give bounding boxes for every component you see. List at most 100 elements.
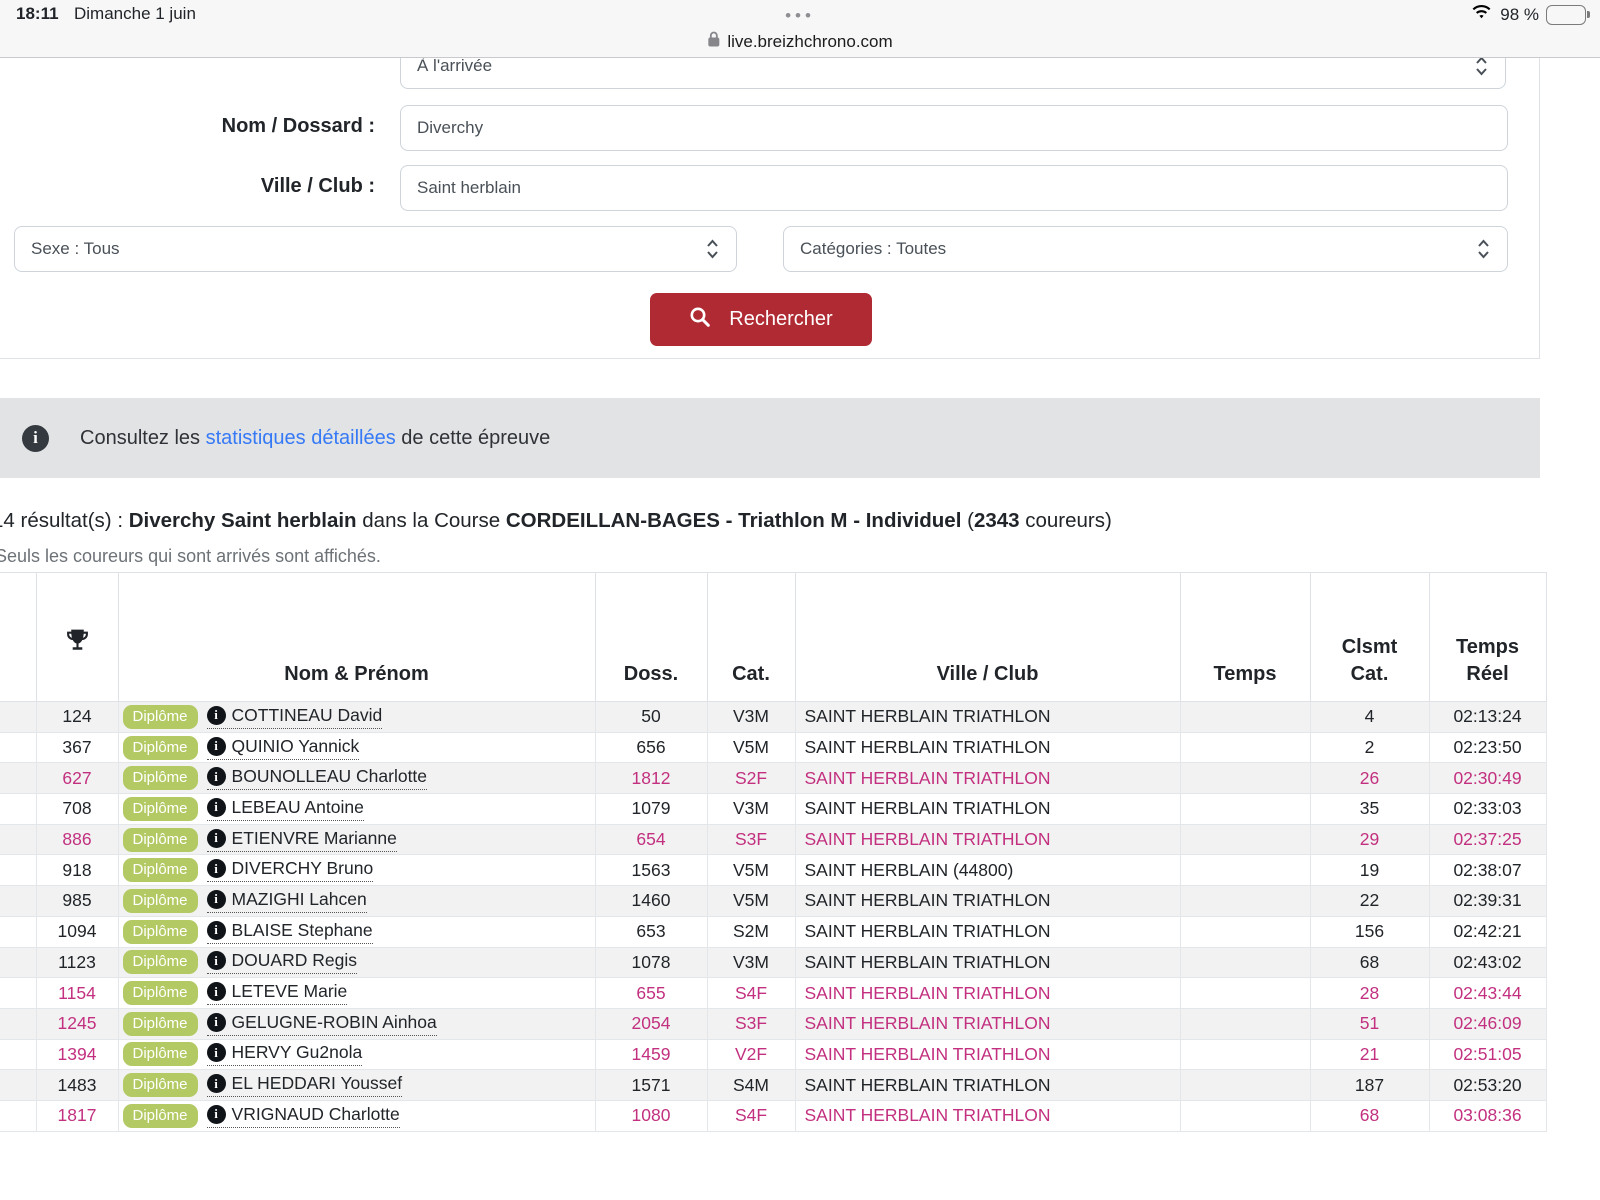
info-icon[interactable]: i	[206, 859, 226, 879]
info-icon[interactable]: i	[206, 705, 226, 725]
runner-link[interactable]: i GELUGNE-ROBIN Ainhoa	[206, 1012, 437, 1036]
runner-name: COTTINEAU David	[231, 704, 383, 725]
diplome-badge[interactable]: Diplôme	[122, 704, 198, 729]
clsmt-cat-cell: 68	[1309, 1099, 1430, 1132]
runner-name: LETEVE Marie	[231, 981, 348, 1002]
search-icon	[689, 306, 711, 334]
info-icon[interactable]: i	[206, 797, 226, 817]
summary-text: 14 résultat(s) :	[0, 509, 129, 532]
summary-course: CORDEILLAN-BAGES - Triathlon M - Individ…	[505, 509, 962, 532]
runner-link[interactable]: i HERVY Gu2nola	[206, 1042, 363, 1067]
sexe-select-value: Sexe : Tous	[31, 239, 120, 258]
diplome-badge[interactable]: Diplôme	[122, 950, 198, 975]
rank-cell: 1154	[35, 977, 119, 1009]
rank-cell: 1245	[35, 1007, 119, 1040]
diplome-badge[interactable]: Diplôme	[122, 888, 198, 913]
diplome-badge[interactable]: Diplôme	[122, 827, 198, 852]
runner-link[interactable]: i ETIENVRE Marianne	[206, 828, 397, 852]
runner-link[interactable]: i VRIGNAUD Charlotte	[206, 1104, 400, 1128]
info-icon[interactable]: i	[206, 828, 226, 848]
info-icon[interactable]: i	[206, 1012, 226, 1032]
info-icon[interactable]: i	[206, 951, 226, 971]
info-icon[interactable]: i	[206, 982, 226, 1002]
diplome-badge[interactable]: Diplôme	[122, 1042, 198, 1067]
info-icon[interactable]: i	[206, 889, 226, 909]
rank-cell: 1394	[35, 1038, 119, 1071]
club-cell: SAINT HERBLAIN TRIATHLON	[794, 977, 1181, 1009]
category-cell: S2F	[706, 762, 796, 795]
temps-reel-cell: 03:08:36	[1428, 1099, 1547, 1132]
diplome-badge[interactable]: Diplôme	[122, 1011, 198, 1036]
name-cell-content: Diplôme i DIVERCHY Bruno	[122, 856, 595, 885]
info-icon[interactable]: i	[206, 920, 226, 940]
temps-column-header: Temps	[1179, 572, 1311, 702]
clsmt-column-header: Clsmt Cat.	[1309, 572, 1430, 702]
address-bar[interactable]: live.breizhchrono.com	[707, 31, 893, 52]
temps-cell	[1179, 915, 1311, 948]
runner-name: DOUARD Regis	[231, 950, 357, 971]
diplome-badge[interactable]: Diplôme	[122, 1073, 198, 1098]
runner-link[interactable]: i MAZIGHI Lahcen	[206, 888, 367, 913]
diplome-badge[interactable]: Diplôme	[122, 1103, 198, 1128]
table-row: 1817 Diplôme i VRIGNAUD Charlotte 1080 S4F SAI…	[0, 1099, 1547, 1132]
diplome-badge[interactable]: Diplôme	[122, 858, 198, 883]
runner-link[interactable]: i LEBEAU Antoine	[206, 797, 364, 821]
ville-club-label: Ville / Club :	[260, 175, 375, 197]
runner-link[interactable]: i DIVERCHY Bruno	[206, 858, 374, 883]
stats-link[interactable]: statistiques détaillées	[205, 426, 396, 449]
category-cell: V3M	[706, 793, 796, 825]
temps-cell	[1179, 793, 1311, 825]
club-cell: SAINT HERBLAIN TRIATHLON	[794, 762, 1181, 795]
diplome-badge[interactable]: Diplôme	[122, 796, 198, 821]
runner-link[interactable]: i DOUARD Regis	[206, 950, 357, 975]
table-row: 1394 Diplôme i HERVY Gu2nola 1459 V2F SAINT HE…	[0, 1038, 1547, 1071]
category-cell: V3M	[706, 701, 796, 733]
info-icon[interactable]: i	[206, 767, 226, 787]
runner-name: BOUNOLLEAU Charlotte	[231, 766, 428, 787]
categories-select[interactable]: Catégories : Toutes	[783, 226, 1508, 272]
name-dossard-input[interactable]: Diverchy	[400, 105, 1508, 151]
temps-cell	[1179, 946, 1311, 979]
club-cell: SAINT HERBLAIN TRIATHLON	[794, 915, 1181, 948]
cut-cell	[0, 701, 37, 733]
runner-link[interactable]: i COTTINEAU David	[206, 704, 383, 729]
runner-link[interactable]: i QUINIO Yannick	[206, 736, 360, 760]
clsmt-cat-cell: 51	[1309, 1007, 1430, 1040]
dossard-cell: 654	[594, 823, 708, 856]
runner-link[interactable]: i BLAISE Stephane	[206, 920, 373, 944]
tab-overview-dots[interactable]: •••	[785, 6, 815, 25]
search-button[interactable]: Rechercher	[650, 293, 872, 346]
diplome-badge[interactable]: Diplôme	[122, 735, 198, 760]
sexe-select[interactable]: Sexe : Tous	[14, 226, 737, 272]
info-icon[interactable]: i	[206, 736, 226, 756]
info-icon[interactable]: i	[206, 1074, 226, 1094]
runner-name: MAZIGHI Lahcen	[231, 888, 367, 909]
dossard-cell: 50	[594, 701, 708, 733]
table-row: 708 Diplôme i LEBEAU Antoine 1079 V3M SAINT HE…	[0, 793, 1547, 825]
temps-reel-cell: 02:46:09	[1428, 1007, 1547, 1040]
runner-link[interactable]: i LETEVE Marie	[206, 981, 348, 1006]
chevron-up-down-icon	[1474, 57, 1489, 78]
arrival-select[interactable]: À l'arrivée	[400, 57, 1508, 90]
name-cell: Diplôme i BLAISE Stephane	[117, 915, 596, 948]
runner-link[interactable]: i BOUNOLLEAU Charlotte	[206, 766, 428, 791]
runner-link[interactable]: i EL HEDDARI Youssef	[206, 1073, 403, 1098]
category-cell: S4F	[706, 977, 796, 1009]
diplome-badge[interactable]: Diplôme	[122, 766, 198, 791]
rank-cell: 708	[35, 793, 119, 825]
battery-percent: 98 %	[1500, 5, 1539, 24]
ville-club-input[interactable]: Saint herblain	[400, 165, 1508, 211]
info-icon[interactable]: i	[206, 1104, 226, 1124]
temps-reel-cell: 02:33:03	[1428, 793, 1547, 825]
diplome-badge[interactable]: Diplôme	[122, 981, 198, 1006]
name-cell-content: Diplôme i ETIENVRE Marianne	[122, 825, 595, 854]
info-icon[interactable]: i	[206, 1043, 226, 1063]
rank-cell: 1817	[35, 1099, 119, 1132]
rank-cell: 918	[35, 854, 119, 887]
runner-name: DIVERCHY Bruno	[231, 858, 374, 879]
temps-reel-cell: 02:23:50	[1428, 731, 1547, 764]
summary-text: coureurs)	[1019, 509, 1112, 532]
temps-cell	[1179, 1007, 1311, 1040]
table-row: 918 Diplôme i DIVERCHY Bruno 1563 V5M SAINT HE…	[0, 854, 1547, 887]
diplome-badge[interactable]: Diplôme	[122, 919, 198, 944]
